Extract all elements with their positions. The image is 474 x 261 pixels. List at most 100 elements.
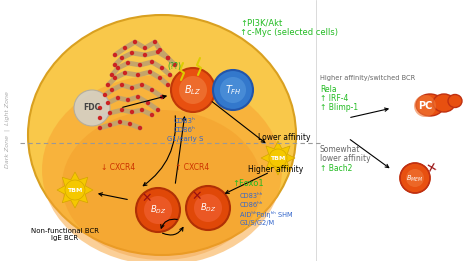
- Circle shape: [98, 116, 102, 120]
- Circle shape: [98, 106, 102, 110]
- Circle shape: [130, 51, 134, 55]
- Circle shape: [153, 40, 157, 44]
- Text: (??): (??): [167, 62, 181, 72]
- Text: ↑PI3K/Akt: ↑PI3K/Akt: [240, 18, 282, 27]
- Circle shape: [158, 48, 162, 52]
- Text: ↓ CXCR4: ↓ CXCR4: [101, 163, 135, 173]
- Circle shape: [144, 196, 172, 224]
- Text: CD86ʰ: CD86ʰ: [174, 127, 196, 133]
- Circle shape: [414, 95, 436, 117]
- Circle shape: [108, 123, 112, 127]
- Circle shape: [160, 95, 164, 99]
- Text: lower affinity: lower affinity: [320, 154, 371, 163]
- Circle shape: [194, 194, 222, 222]
- Circle shape: [74, 90, 110, 126]
- Text: Higher affinity/switched BCR: Higher affinity/switched BCR: [320, 75, 415, 81]
- Circle shape: [106, 101, 110, 105]
- Circle shape: [123, 71, 127, 75]
- Circle shape: [400, 163, 430, 193]
- Circle shape: [166, 56, 170, 60]
- Text: FDC: FDC: [83, 104, 100, 112]
- Circle shape: [116, 96, 120, 100]
- Text: CD83ʰʰ: CD83ʰʰ: [240, 193, 263, 199]
- Circle shape: [213, 70, 253, 110]
- Circle shape: [136, 95, 140, 99]
- Text: CD83ʰ: CD83ʰ: [174, 118, 196, 124]
- Circle shape: [160, 66, 164, 70]
- Circle shape: [179, 76, 207, 104]
- Ellipse shape: [42, 75, 282, 261]
- Text: TBM: TBM: [67, 187, 82, 193]
- Circle shape: [186, 186, 230, 230]
- Circle shape: [173, 63, 177, 67]
- Circle shape: [148, 70, 152, 74]
- Circle shape: [120, 83, 124, 87]
- Circle shape: [138, 126, 142, 130]
- Circle shape: [120, 108, 124, 112]
- Text: IgE BCR: IgE BCR: [52, 235, 79, 241]
- Circle shape: [113, 76, 117, 80]
- Circle shape: [116, 66, 120, 70]
- Circle shape: [110, 88, 114, 92]
- Circle shape: [158, 76, 162, 80]
- Text: ↑ Bach2: ↑ Bach2: [320, 164, 352, 173]
- Circle shape: [123, 46, 127, 50]
- Circle shape: [136, 73, 140, 77]
- Circle shape: [140, 83, 144, 87]
- Circle shape: [126, 61, 130, 65]
- Text: CD86ʰʰ: CD86ʰʰ: [240, 202, 264, 208]
- Circle shape: [143, 46, 147, 50]
- Circle shape: [220, 77, 246, 103]
- Circle shape: [146, 101, 150, 105]
- Circle shape: [150, 60, 154, 64]
- Circle shape: [126, 98, 130, 102]
- Text: ↑ CXCR4: ↑ CXCR4: [175, 163, 209, 173]
- Text: ↑ Blimp-1: ↑ Blimp-1: [320, 103, 358, 112]
- Circle shape: [110, 73, 114, 77]
- Circle shape: [133, 40, 137, 44]
- Text: ↑c-Myc (selected cells): ↑c-Myc (selected cells): [240, 28, 338, 37]
- Text: $B_{DZ}$: $B_{DZ}$: [200, 202, 216, 214]
- Text: $B_{LZ}$: $B_{LZ}$: [184, 83, 201, 97]
- Circle shape: [171, 68, 215, 112]
- Circle shape: [406, 169, 424, 187]
- Text: G1/S/G2/M: G1/S/G2/M: [240, 220, 275, 226]
- Text: Somewhat: Somewhat: [320, 145, 360, 154]
- Text: ↑ IRF-4: ↑ IRF-4: [320, 94, 348, 103]
- Circle shape: [130, 86, 134, 90]
- Text: $B_{DZ}$: $B_{DZ}$: [150, 204, 166, 216]
- Circle shape: [166, 83, 170, 87]
- Circle shape: [113, 53, 117, 57]
- Circle shape: [143, 53, 147, 57]
- Circle shape: [156, 108, 160, 112]
- Text: Non-functional BCR: Non-functional BCR: [31, 228, 99, 234]
- Ellipse shape: [62, 110, 262, 260]
- Text: Lower affinity: Lower affinity: [258, 133, 310, 143]
- Circle shape: [113, 63, 117, 67]
- Circle shape: [108, 111, 112, 115]
- Text: PC: PC: [418, 101, 432, 111]
- Text: Higher affinity: Higher affinity: [248, 165, 303, 175]
- Circle shape: [140, 108, 144, 112]
- Circle shape: [118, 120, 122, 124]
- Text: $T_{FH}$: $T_{FH}$: [225, 83, 241, 97]
- Polygon shape: [57, 172, 93, 208]
- Text: G1/early S: G1/early S: [167, 136, 203, 142]
- Circle shape: [150, 88, 154, 92]
- Circle shape: [150, 113, 154, 117]
- Circle shape: [130, 110, 134, 114]
- Ellipse shape: [433, 94, 455, 112]
- Text: ✕: ✕: [192, 189, 202, 203]
- Circle shape: [138, 63, 142, 67]
- Text: ↑Foxo1: ↑Foxo1: [232, 179, 264, 187]
- Circle shape: [106, 83, 110, 87]
- Circle shape: [98, 126, 102, 130]
- Text: ✕: ✕: [425, 160, 439, 176]
- Polygon shape: [261, 141, 295, 175]
- Text: Dark Zone  |  Light Zone: Dark Zone | Light Zone: [4, 92, 10, 168]
- Circle shape: [168, 73, 172, 77]
- Ellipse shape: [28, 15, 296, 255]
- Circle shape: [128, 122, 132, 126]
- Text: Rela: Rela: [320, 85, 337, 94]
- Circle shape: [103, 93, 107, 97]
